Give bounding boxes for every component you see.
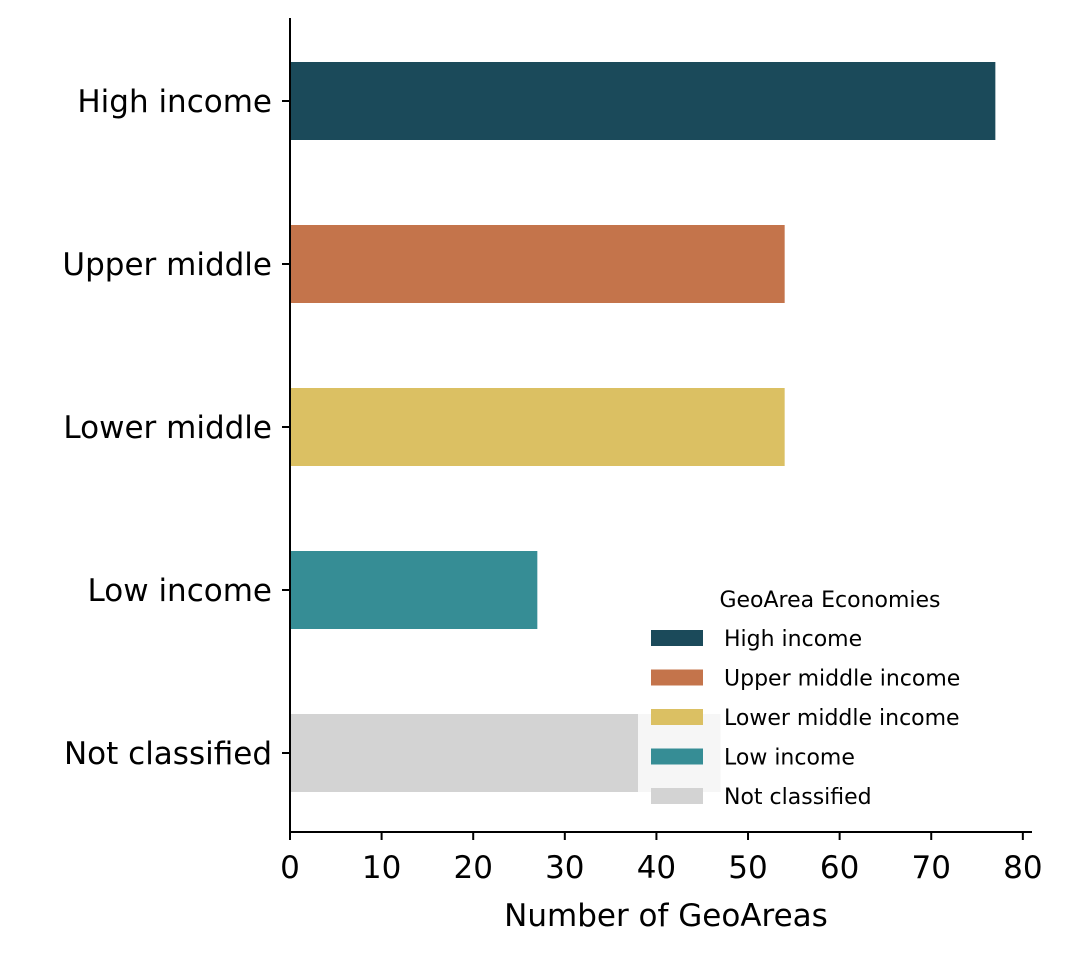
x-tick-label: 50 <box>728 850 767 886</box>
bars-group <box>290 62 996 792</box>
bar-high-income <box>290 62 996 140</box>
legend-title: GeoArea Economies <box>719 588 940 613</box>
legend-background <box>638 576 1024 820</box>
x-tick-label: 20 <box>453 850 492 886</box>
y-axis-ticks: High income Upper middle Lower middle Low i… <box>62 84 290 772</box>
bar-upper-middle <box>290 225 785 303</box>
legend-label-lower-middle-income: Lower middle income <box>724 706 960 731</box>
x-tick-label: 60 <box>820 850 859 886</box>
legend-entries: High income Upper middle income Lower midd… <box>651 627 960 810</box>
legend-label-not-classified: Not classified <box>724 785 872 810</box>
x-tick-label: 0 <box>280 850 300 886</box>
x-tick-label: 10 <box>362 850 401 886</box>
x-tick-label: 30 <box>545 850 584 886</box>
bar-low-income <box>290 551 538 629</box>
x-axis-title: Number of GeoAreas <box>504 898 828 934</box>
legend-label-upper-middle-income: Upper middle income <box>724 667 960 692</box>
y-tick-label-low-income: Low income <box>88 573 272 609</box>
legend-swatch-high-income <box>651 630 703 646</box>
bar-lower-middle <box>290 388 785 466</box>
x-tick-label: 70 <box>912 850 951 886</box>
x-axis-ticks: 0 10 20 30 40 50 60 70 80 <box>280 832 1043 886</box>
legend-label-low-income: Low income <box>724 746 855 771</box>
legend: GeoArea Economies High income Upper middl… <box>638 576 1024 820</box>
legend-swatch-upper-middle-income <box>651 669 703 686</box>
x-tick-label: 80 <box>1003 850 1042 886</box>
y-tick-label-upper-middle: Upper middle <box>62 247 272 283</box>
legend-swatch-low-income <box>651 748 703 765</box>
legend-swatch-not-classified <box>651 788 703 804</box>
x-tick-label: 40 <box>637 850 676 886</box>
y-tick-label-high-income: High income <box>77 84 272 120</box>
legend-label-high-income: High income <box>724 627 862 652</box>
legend-swatch-lower-middle-income <box>651 709 703 725</box>
y-tick-label-not-classified: Not classified <box>64 736 272 772</box>
y-tick-label-lower-middle: Lower middle <box>63 410 272 446</box>
